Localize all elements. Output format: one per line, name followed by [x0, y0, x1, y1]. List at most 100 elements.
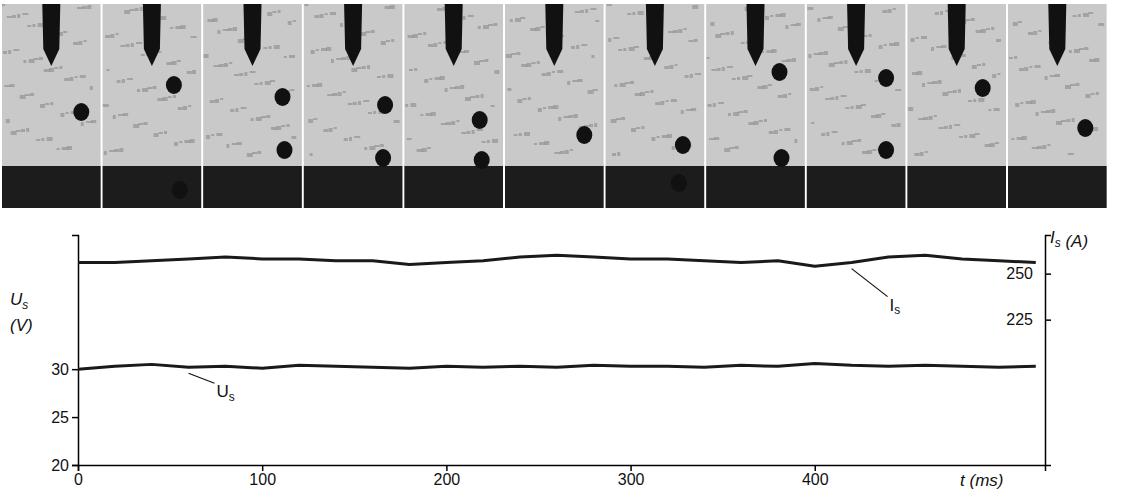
speckle [611, 119, 617, 123]
speckle [1085, 94, 1090, 98]
frame [907, 4, 1006, 208]
speckle [588, 90, 594, 94]
speckle [362, 66, 366, 69]
speckle [1091, 93, 1095, 95]
speckle [662, 135, 668, 138]
speckle [141, 54, 145, 56]
speckle [73, 42, 78, 45]
speckle [39, 57, 43, 60]
speckle [1032, 147, 1038, 149]
speckle [841, 95, 847, 97]
speckle [304, 4, 308, 6]
speckle [477, 129, 483, 131]
series-label: Is [890, 296, 901, 318]
electrode [42, 4, 60, 66]
speckle [482, 141, 486, 143]
speckle [1013, 22, 1018, 26]
speckle [263, 47, 267, 49]
speckle [589, 124, 593, 127]
speckle [386, 40, 390, 42]
speckle [695, 73, 701, 75]
speckle [17, 14, 20, 18]
speckle [1035, 65, 1041, 68]
speckle [84, 40, 87, 42]
speckle [554, 152, 560, 154]
speckle [358, 101, 361, 105]
speckle [6, 119, 10, 123]
droplet [878, 69, 894, 87]
speckle [541, 26, 545, 28]
speckle [992, 74, 996, 78]
speckle [1038, 30, 1041, 32]
speckle [735, 146, 739, 149]
speckle [38, 23, 44, 27]
speckle [982, 63, 985, 66]
series-label: Us [217, 382, 235, 404]
electrode [847, 4, 865, 66]
speckle [1018, 21, 1022, 23]
speckle [484, 59, 488, 62]
speckle [521, 64, 527, 67]
speckle [636, 127, 640, 129]
speckle [107, 69, 110, 71]
speckle [26, 128, 29, 132]
speckle [585, 9, 588, 13]
speckle [157, 98, 163, 101]
speckle [437, 8, 442, 11]
speckle [325, 13, 328, 15]
speckle [385, 6, 391, 9]
speckle [465, 97, 471, 101]
speckle [889, 43, 895, 46]
speckle [1089, 59, 1095, 62]
speckle [204, 54, 209, 58]
weld-pool [505, 166, 604, 208]
speckle [764, 119, 767, 122]
frame-bg [606, 4, 705, 208]
speckle [417, 149, 423, 152]
speckle [727, 66, 733, 68]
speckle [191, 36, 197, 38]
frame [1008, 4, 1107, 208]
speckle [57, 148, 60, 150]
speckle [175, 26, 181, 29]
tick-mark [262, 465, 264, 471]
frame-bg [304, 4, 403, 208]
speckle [291, 136, 296, 139]
speckle [810, 88, 815, 91]
speckle [373, 111, 376, 114]
speckle [617, 152, 620, 156]
speckle [371, 30, 375, 33]
speckle [829, 63, 835, 67]
speckle [971, 18, 975, 21]
speckle [865, 69, 871, 73]
speckle [1009, 57, 1013, 59]
tick-label: 100 [249, 471, 276, 488]
speckle [142, 88, 148, 92]
speckle [1066, 119, 1070, 122]
droplet [774, 149, 790, 167]
tick-label: 300 [618, 471, 645, 488]
weld-pool [1008, 166, 1107, 208]
electrode [143, 4, 161, 66]
speckle [478, 26, 481, 29]
speckle [744, 110, 748, 113]
speckle [329, 128, 333, 132]
speckle [844, 60, 847, 64]
tick-label: 30 [51, 361, 69, 378]
speckle [103, 104, 109, 107]
speckle [287, 124, 290, 127]
speckle [250, 71, 256, 73]
speckle [12, 15, 16, 18]
speckle [567, 81, 570, 85]
speckle [380, 144, 384, 147]
speckle [929, 116, 933, 120]
speckle [671, 99, 677, 102]
speckle [608, 38, 611, 42]
speckle [215, 99, 219, 103]
speckle [117, 80, 121, 83]
speckle [1096, 92, 1099, 95]
series-line [78, 255, 1036, 266]
speckle [21, 129, 25, 132]
speckle [266, 115, 270, 118]
speckle [23, 60, 26, 63]
